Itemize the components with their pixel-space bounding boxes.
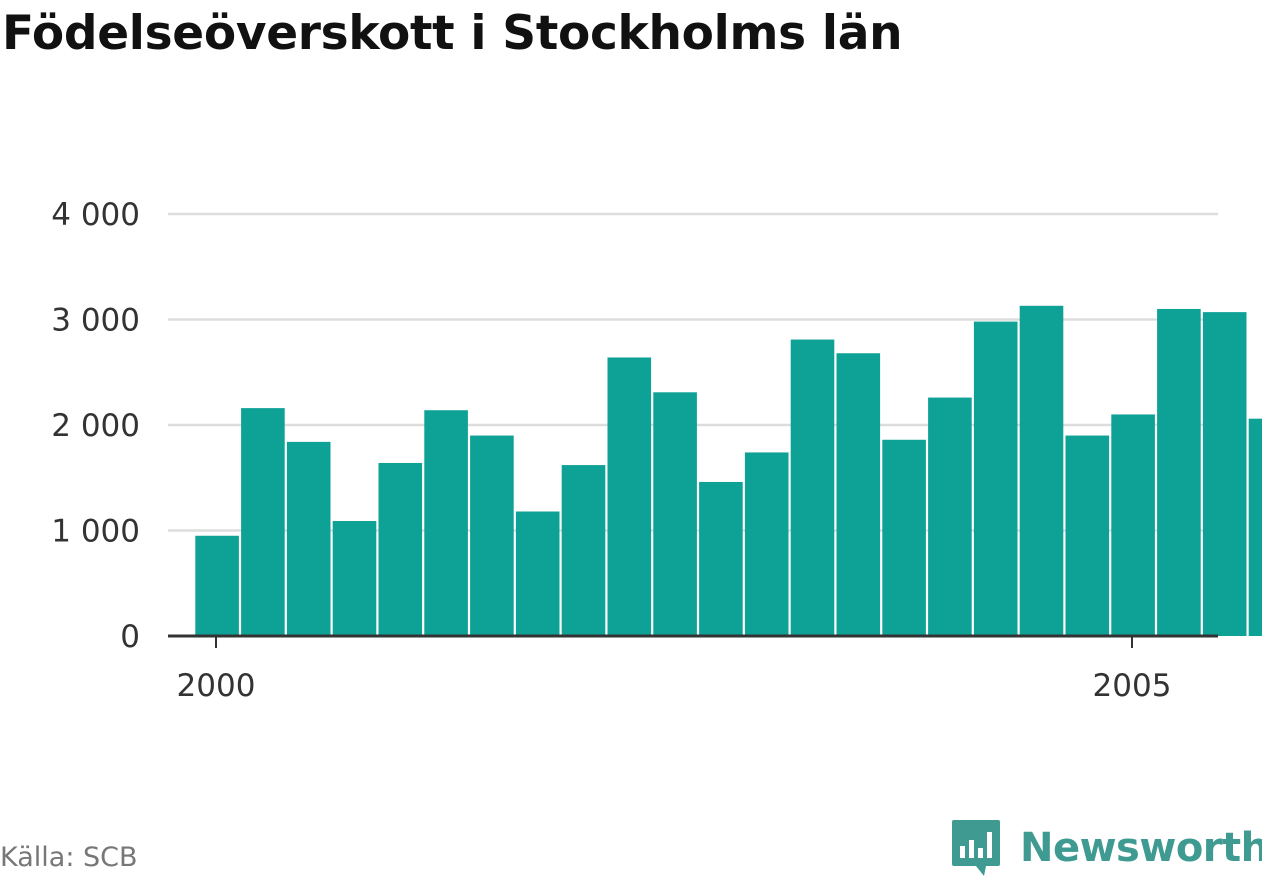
bar — [1065, 435, 1110, 636]
source-note: Källa: SCB — [0, 842, 138, 873]
bar — [653, 392, 697, 636]
brand-name: Newsworthy — [1020, 825, 1262, 871]
x-tick-label: 2000 — [177, 668, 256, 704]
bar — [1019, 305, 1064, 636]
bar — [1157, 308, 1201, 636]
bar — [1111, 414, 1155, 636]
y-tick-label: 1 000 — [51, 514, 140, 550]
y-tick-label: 4 000 — [51, 197, 140, 233]
y-tick-label: 3 000 — [51, 303, 140, 339]
bar — [195, 535, 239, 636]
bar — [699, 481, 743, 636]
bar — [928, 397, 972, 636]
bar — [973, 321, 1018, 636]
x-tick-label: 2005 — [1093, 668, 1172, 704]
bar — [836, 353, 881, 636]
bar — [424, 410, 468, 636]
bar — [790, 339, 835, 636]
y-tick-label: 2 000 — [51, 408, 140, 444]
bar — [470, 435, 514, 636]
brand-logo[interactable]: Newsworthy — [950, 818, 1262, 878]
bars — [195, 305, 1262, 636]
bar — [241, 408, 285, 636]
bar — [561, 465, 606, 636]
chart-title: Födelseöverskott i Stockholms län — [2, 6, 903, 61]
bar — [378, 462, 423, 636]
bar — [1202, 312, 1247, 636]
bar — [744, 452, 789, 636]
bar — [882, 439, 926, 636]
bar — [1248, 418, 1262, 636]
bar — [515, 511, 560, 636]
bar — [607, 357, 652, 636]
newsworthy-logo-icon — [952, 820, 1000, 876]
y-tick-label: 0 — [120, 619, 140, 655]
bar — [286, 441, 331, 636]
bar — [332, 521, 377, 636]
